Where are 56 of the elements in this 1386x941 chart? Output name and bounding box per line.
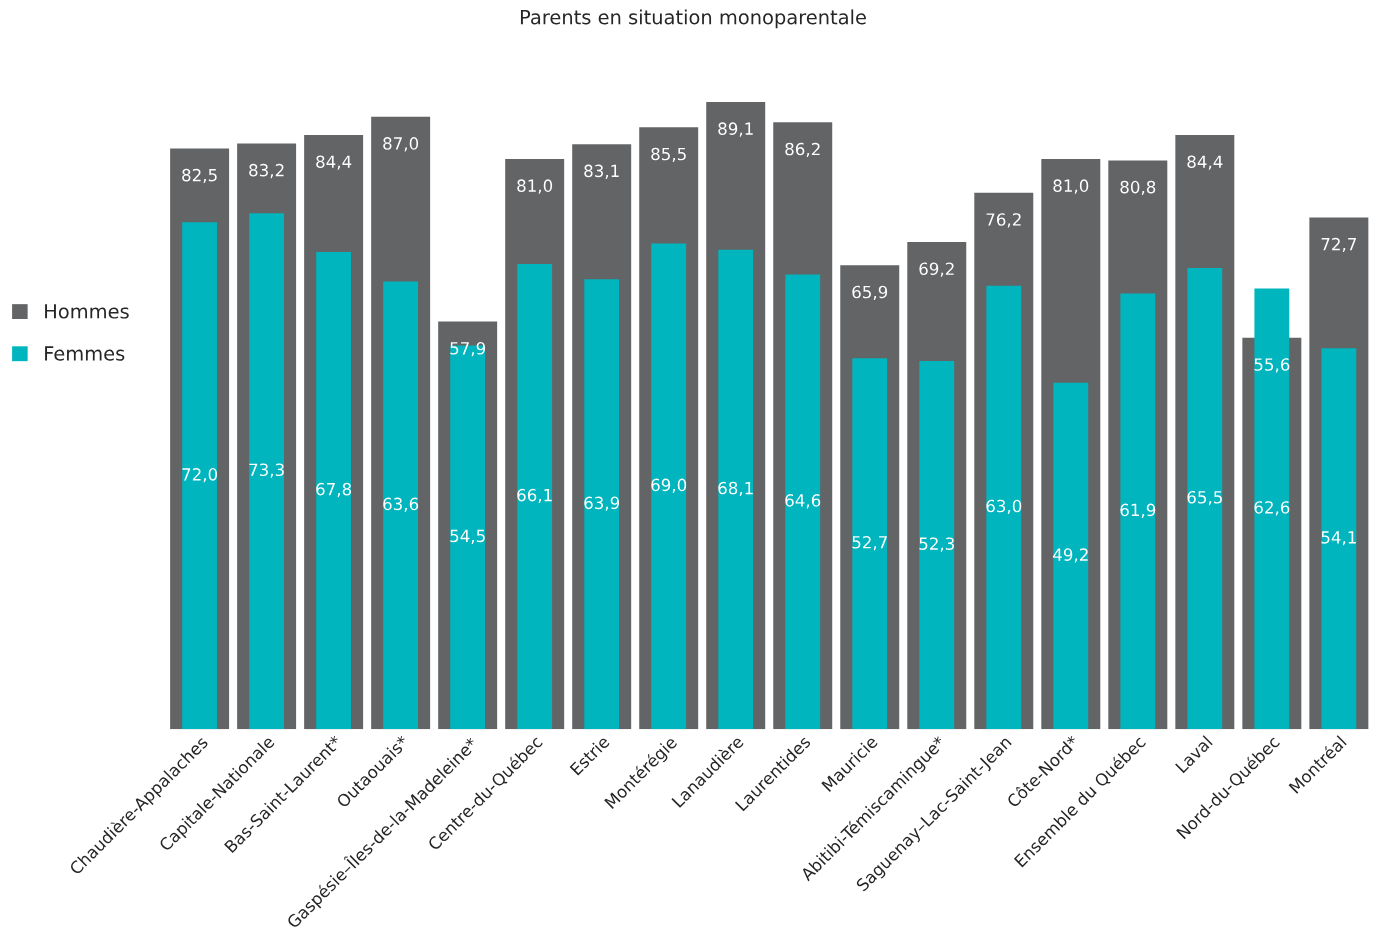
bar <box>785 274 821 730</box>
data-label: 72,0 <box>182 468 218 483</box>
data-label: 83,1 <box>584 164 619 179</box>
legend-label: Femmes <box>45 346 125 361</box>
data-label: 86,2 <box>785 142 820 158</box>
data-label: 69,2 <box>919 262 954 277</box>
data-label: 57,9 <box>450 342 486 357</box>
data-label: 87,0 <box>383 137 419 152</box>
bar <box>1254 288 1290 730</box>
data-label: 61,9 <box>1120 503 1156 518</box>
bar <box>1053 382 1089 730</box>
data-label: 63,9 <box>584 496 620 511</box>
bar <box>852 358 888 730</box>
data-label: 52,3 <box>919 537 954 552</box>
data-label: 84,4 <box>316 155 352 170</box>
bar <box>383 281 419 730</box>
data-label: 81,0 <box>517 179 553 194</box>
data-label: 54,5 <box>450 529 485 544</box>
bar <box>1187 268 1223 730</box>
bar <box>986 285 1022 730</box>
bar <box>249 213 285 730</box>
data-label: 76,2 <box>986 213 1021 228</box>
data-label: 65,5 <box>1187 490 1222 506</box>
data-label: 66,1 <box>517 488 552 504</box>
bar <box>919 361 955 730</box>
data-label: 52,7 <box>852 535 887 551</box>
bar <box>316 251 352 730</box>
data-label: 85,5 <box>651 147 686 162</box>
data-label: 54,1 <box>1321 531 1356 546</box>
data-label: 72,7 <box>1321 237 1356 253</box>
data-label: 69,0 <box>651 478 687 493</box>
data-label: 68,1 <box>718 481 753 497</box>
data-label: 81,0 <box>1053 179 1089 194</box>
data-label: 62,6 <box>1254 501 1290 516</box>
bar <box>718 249 754 730</box>
data-label: 63,0 <box>986 499 1022 515</box>
legend-label: Hommes <box>45 304 129 319</box>
data-label: 80,8 <box>1120 180 1156 196</box>
bar <box>651 243 687 730</box>
data-label: 83,2 <box>249 163 284 179</box>
data-label: 82,5 <box>182 168 217 184</box>
data-label: 73,3 <box>249 463 284 478</box>
chart-title: Parents en situation monoparentale <box>520 9 866 29</box>
bar <box>1321 348 1357 730</box>
data-label: 55,6 <box>1254 358 1290 373</box>
data-label: 49,2 <box>1053 548 1088 563</box>
data-label: 64,6 <box>785 494 821 509</box>
bar <box>1120 293 1156 730</box>
data-label: 63,6 <box>383 497 419 512</box>
bar <box>584 279 620 730</box>
data-label: 84,4 <box>1187 155 1223 170</box>
data-label: 89,1 <box>718 122 753 137</box>
bar <box>517 263 553 730</box>
data-label: 65,9 <box>852 285 888 300</box>
bar <box>182 222 218 730</box>
data-label: 67,8 <box>316 482 352 498</box>
